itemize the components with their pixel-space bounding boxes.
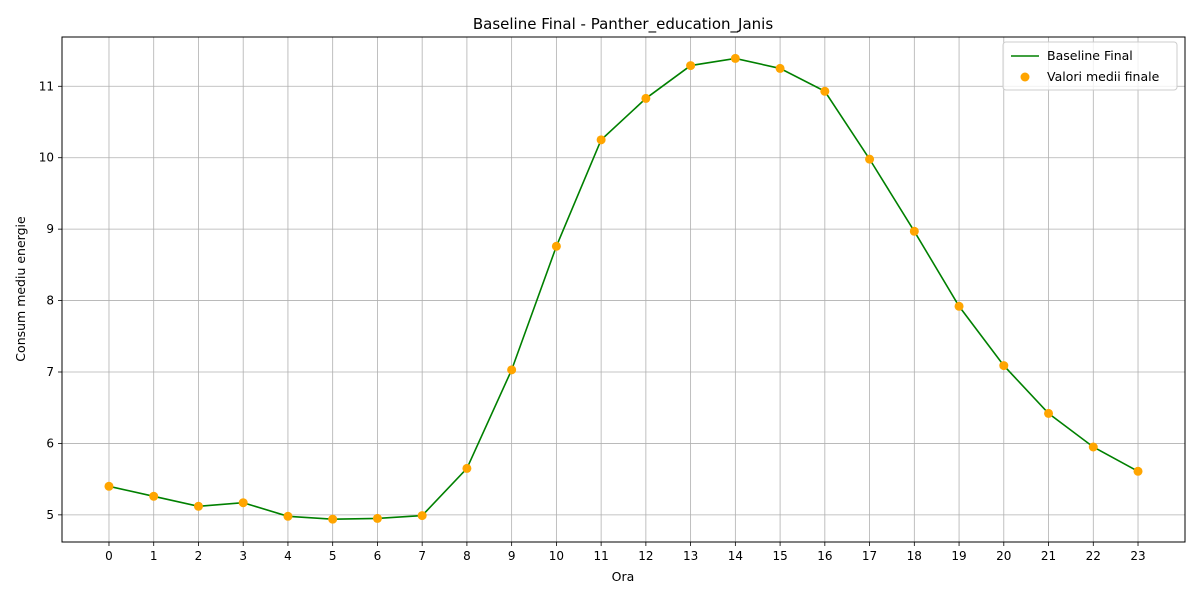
valori-medii-point: [149, 491, 159, 501]
y-tick-label: 6: [46, 436, 54, 450]
valori-medii-point: [1133, 466, 1143, 476]
x-tick-label: 6: [374, 549, 382, 563]
x-tick-label: 4: [284, 549, 292, 563]
x-tick-label: 11: [593, 549, 608, 563]
legend-label-baseline: Baseline Final: [1047, 48, 1133, 63]
legend: Baseline Final Valori medii finale: [1002, 41, 1178, 91]
valori-medii-point: [641, 93, 651, 103]
valori-medii-point: [865, 154, 875, 164]
x-tick-label: 7: [418, 549, 426, 563]
valori-medii-point: [954, 301, 964, 311]
x-tick-label: 9: [508, 549, 516, 563]
x-tick-label: 18: [907, 549, 922, 563]
valori-medii-point: [507, 365, 517, 375]
x-tick-label: 22: [1086, 549, 1101, 563]
x-tick-label: 5: [329, 549, 337, 563]
x-tick-label: 23: [1130, 549, 1145, 563]
y-tick-label: 11: [39, 79, 54, 93]
valori-medii-point: [417, 511, 427, 521]
x-tick-label: 21: [1041, 549, 1056, 563]
valori-medii-point: [596, 135, 606, 145]
x-tick-label: 0: [105, 549, 113, 563]
legend-label-valori: Valori medii finale: [1047, 69, 1160, 84]
x-axis-ticks: 0 1 2 3 4 5 6 7 8 9 10 11 12 13 14 15 16 17 18 19 20 21 22 23: [105, 542, 1146, 563]
valori-medii-point: [909, 226, 919, 236]
x-tick-label: 8: [463, 549, 471, 563]
grid-lines: [62, 37, 1185, 542]
valori-medii-point: [820, 86, 830, 96]
x-tick-label: 20: [996, 549, 1011, 563]
x-tick-label: 3: [239, 549, 247, 563]
valori-medii-point: [686, 61, 696, 71]
x-axis-label: Ora: [612, 569, 635, 584]
valori-medii-point: [775, 63, 785, 73]
x-tick-label: 1: [150, 549, 158, 563]
x-tick-label: 12: [638, 549, 653, 563]
valori-medii-point: [551, 241, 561, 251]
x-tick-label: 15: [772, 549, 787, 563]
valori-medii-point: [238, 498, 248, 508]
legend-box: [1002, 41, 1178, 91]
valori-medii-point: [372, 513, 382, 523]
x-tick-label: 14: [728, 549, 743, 563]
y-tick-label: 9: [46, 222, 54, 236]
chart-title: Baseline Final - Panther_education_Janis: [473, 15, 773, 34]
valori-medii-point: [328, 514, 338, 524]
valori-medii-point: [104, 481, 114, 491]
valori-medii-point: [462, 463, 472, 473]
y-tick-label: 10: [39, 151, 54, 165]
y-axis-label: Consum mediu energie: [13, 216, 28, 362]
valori-medii-point: [193, 501, 203, 511]
series-layer: [104, 53, 1143, 524]
y-tick-label: 7: [46, 365, 54, 379]
y-axis-ticks: 5 6 7 8 9 10 11: [39, 79, 62, 522]
valori-medii-point: [1088, 442, 1098, 452]
valori-medii-point: [730, 53, 740, 63]
valori-medii-point: [1044, 408, 1054, 418]
x-tick-label: 16: [817, 549, 832, 563]
x-tick-label: 19: [951, 549, 966, 563]
y-tick-label: 5: [46, 508, 54, 522]
baseline-final-line: [108, 57, 1139, 520]
x-tick-label: 13: [683, 549, 698, 563]
plot-frame: [61, 36, 1186, 543]
x-tick-label: 10: [549, 549, 564, 563]
valori-medii-point: [283, 511, 293, 521]
legend-marker-swatch: [1020, 72, 1030, 82]
y-tick-label: 8: [46, 294, 54, 308]
x-tick-label: 2: [195, 549, 203, 563]
valori-medii-point: [999, 361, 1009, 371]
x-tick-label: 17: [862, 549, 877, 563]
